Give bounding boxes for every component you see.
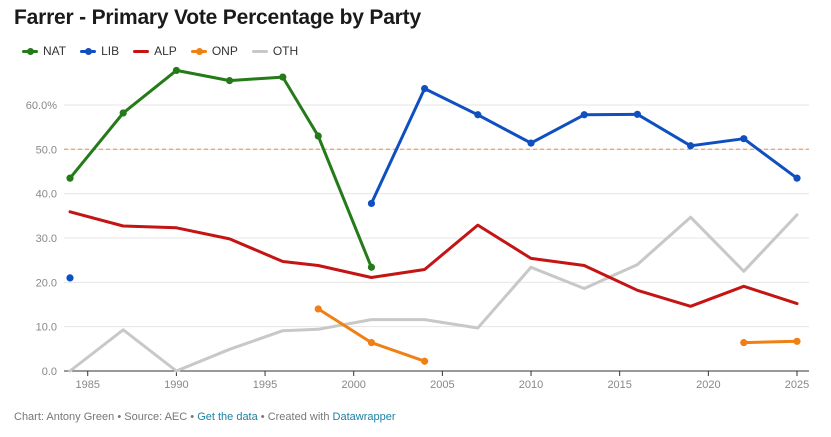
x-tick-label: 2010 (519, 379, 543, 391)
footer: Chart: Antony Green • Source: AEC • Get … (14, 411, 396, 423)
data-point-lib (687, 142, 695, 150)
legend-label: OTH (272, 44, 299, 58)
data-point-lib (66, 274, 74, 282)
x-tick-label: 2015 (607, 379, 631, 391)
legend-swatch (190, 47, 207, 55)
data-point-lib (740, 135, 748, 143)
x-tick-label: 2020 (696, 379, 720, 391)
data-point-lib (633, 110, 642, 118)
series-line-alp (68, 210, 799, 308)
legend: NAT LIB ALP ONP OTH (22, 44, 298, 58)
x-tick-label: 2025 (785, 379, 809, 391)
series-line-lib (369, 87, 799, 205)
data-point-onp (793, 337, 801, 345)
y-tick-label: 0.0 (42, 366, 57, 378)
data-point-onp (314, 305, 322, 313)
x-tick-label: 1990 (164, 379, 188, 391)
y-tick-label: 10.0 (36, 322, 57, 334)
footer-created-with: • Created with (257, 411, 333, 423)
legend-item-onp: ONP (190, 44, 238, 58)
legend-item-alp: ALP (133, 44, 177, 58)
footer-credit: Chart: Antony Green • Source: AEC • (14, 411, 198, 423)
legend-item-nat: NAT (22, 44, 66, 58)
data-point-lib (367, 199, 376, 208)
y-tick-label: 20.0 (36, 277, 57, 289)
legend-swatch (80, 47, 97, 55)
data-point-nat (279, 73, 287, 81)
y-tick-label: 50.0 (36, 144, 57, 156)
data-point-onp (367, 339, 376, 347)
y-tick-label: 30.0 (36, 233, 57, 245)
y-tick-label: 40.0 (36, 189, 57, 201)
data-point-lib (580, 111, 588, 119)
data-point-lib (793, 174, 801, 182)
legend-swatch (22, 47, 38, 55)
data-point-nat (225, 77, 234, 85)
chart-title: Farrer - Primary Vote Percentage by Part… (14, 6, 421, 29)
legend-swatch (251, 49, 268, 53)
legend-label: ONP (211, 44, 238, 58)
data-point-lib (474, 111, 482, 119)
legend-label: LIB (101, 44, 120, 58)
legend-swatch (133, 49, 150, 53)
datawrapper-link[interactable]: Datawrapper (332, 411, 396, 423)
x-tick-label: 2005 (430, 379, 454, 391)
data-point-nat (172, 66, 180, 75)
x-tick-label: 1995 (253, 379, 277, 391)
x-tick-label: 1985 (75, 379, 99, 391)
data-point-onp (740, 339, 748, 347)
series-line-onp (742, 339, 799, 345)
legend-label: ALP (154, 44, 177, 58)
legend-item-lib: LIB (80, 44, 119, 58)
data-point-lib (527, 139, 535, 147)
data-point-lib (421, 84, 429, 93)
data-point-nat (314, 132, 322, 140)
data-point-nat (66, 174, 74, 182)
y-tick-label: 60.0% (26, 100, 57, 112)
data-point-onp (421, 357, 429, 365)
x-tick-label: 2000 (341, 379, 365, 391)
legend-item-oth: OTH (251, 44, 299, 58)
get-data-link[interactable]: Get the data (197, 411, 258, 423)
data-point-nat (119, 109, 127, 117)
series-line-oth (68, 213, 799, 373)
data-point-nat (367, 263, 376, 271)
series-line-onp (316, 307, 427, 363)
legend-label: NAT (43, 44, 67, 58)
